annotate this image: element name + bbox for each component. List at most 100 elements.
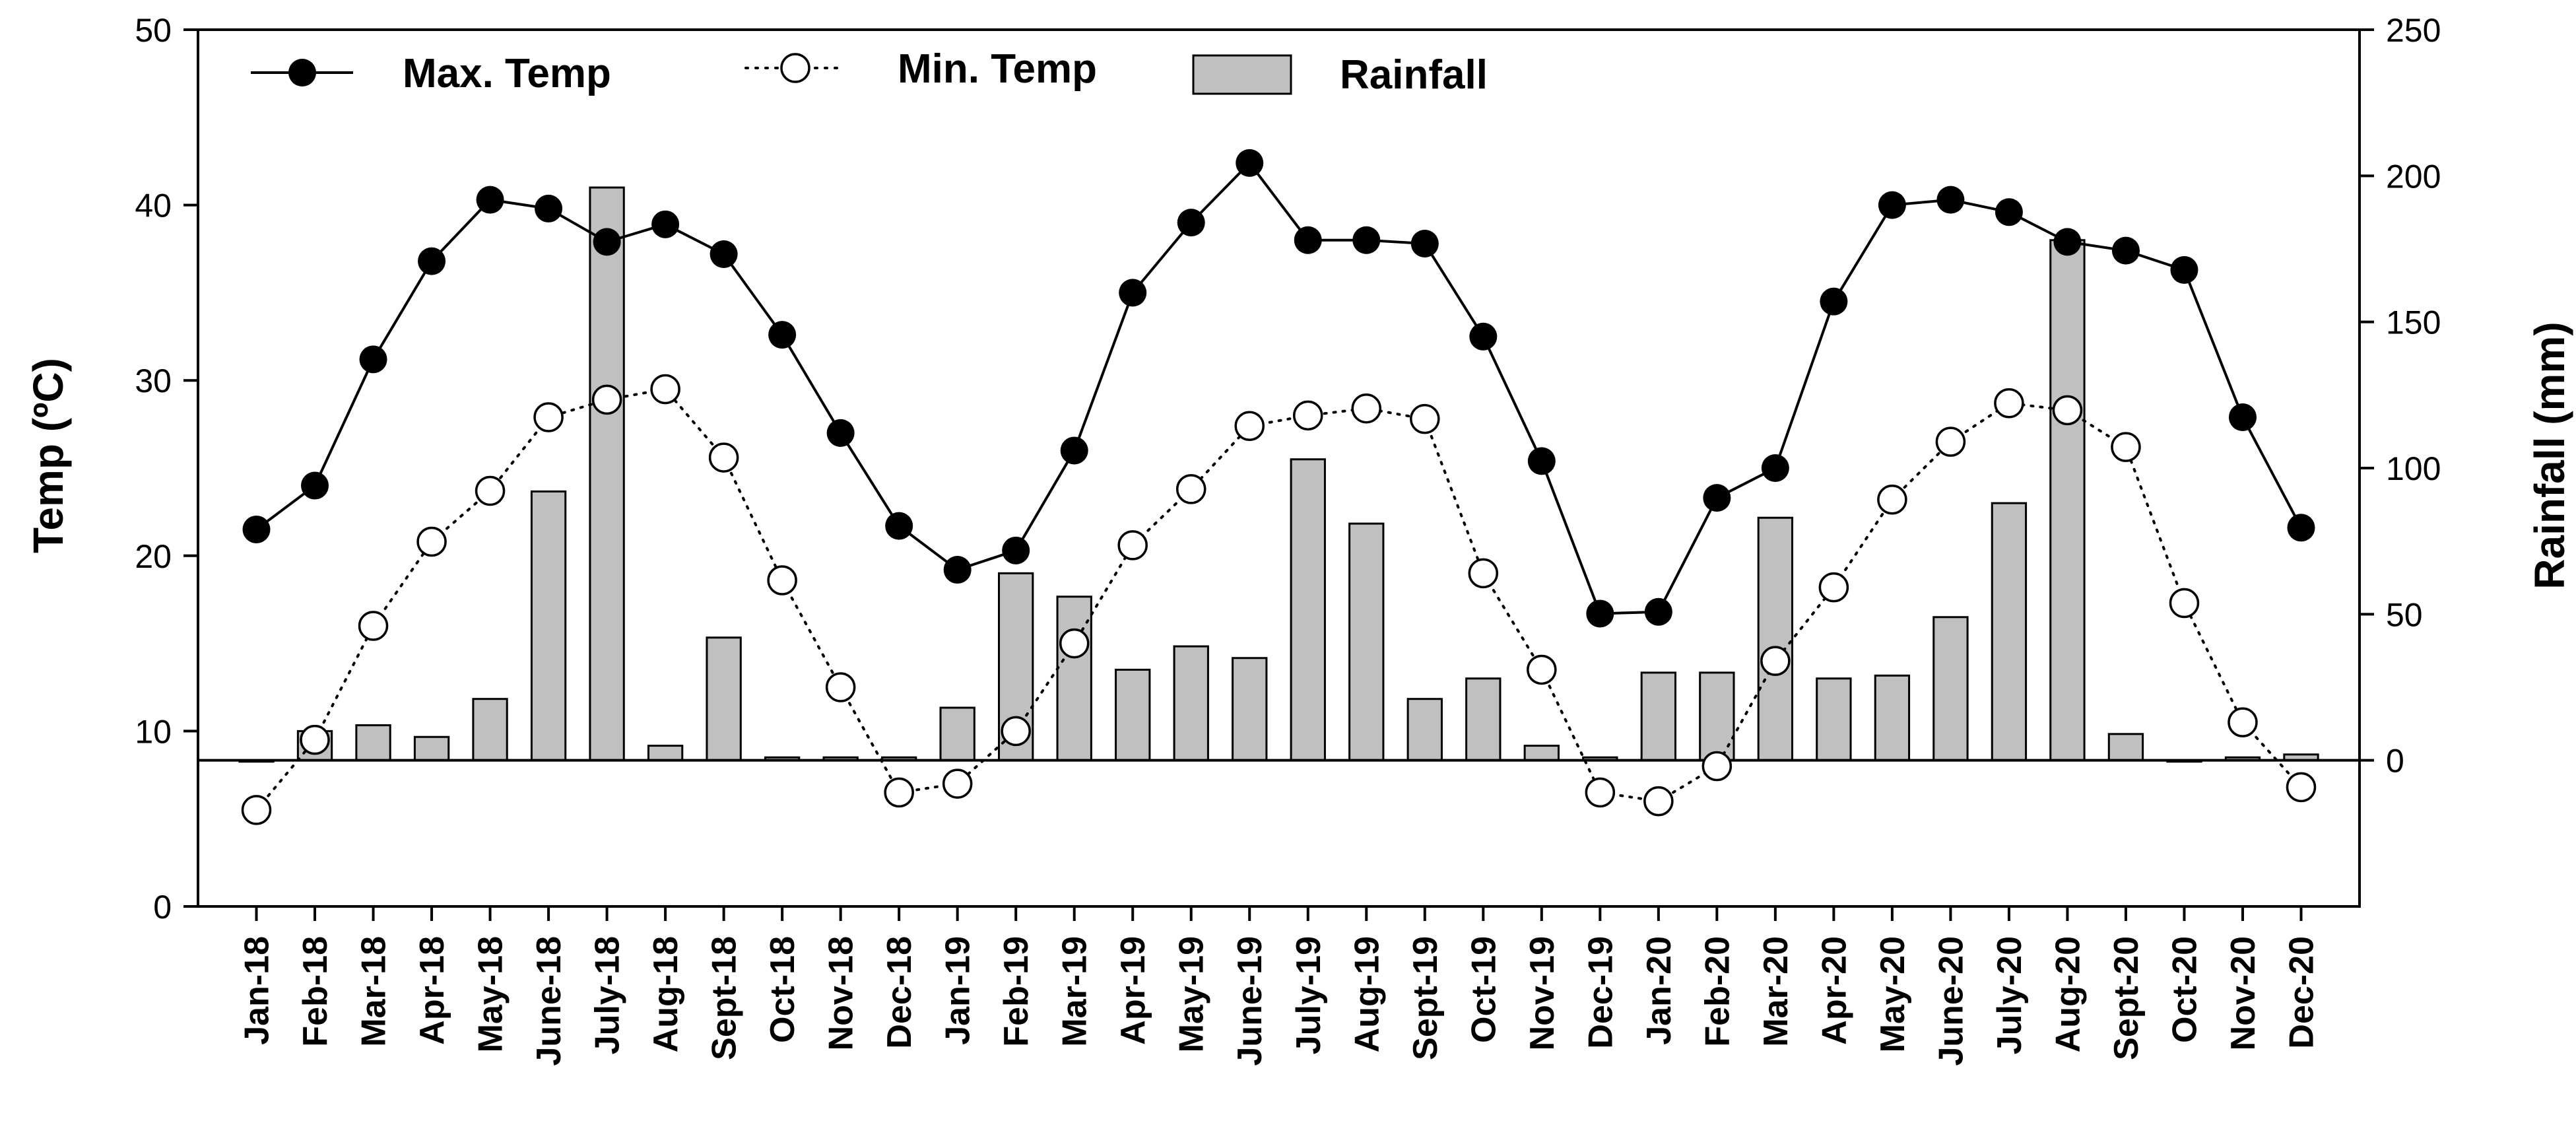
y-tick-label-right: 150 <box>2386 304 2441 341</box>
max-temp-point <box>301 471 329 500</box>
min-temp-point <box>767 565 797 595</box>
min-temp-point <box>2169 588 2200 619</box>
min-temp-point <box>2228 707 2258 737</box>
min-temp-point <box>358 611 389 641</box>
x-tick-label: Oct-19 <box>1465 936 1503 1043</box>
x-tick-label: Aug-20 <box>2049 936 2087 1052</box>
max-temp-point <box>768 321 797 349</box>
y-tick-label-right: 250 <box>2386 12 2441 49</box>
x-tick-label: Jan-18 <box>238 936 277 1045</box>
max-temp-point <box>1410 230 1439 258</box>
max-temp-point <box>1878 191 1906 219</box>
min-temp-point <box>1994 388 2024 419</box>
x-tick-label: Apr-18 <box>413 936 451 1045</box>
x-tick-label: Dec-20 <box>2282 936 2321 1049</box>
y-axis-title-left: Temp (ºC) <box>24 358 72 553</box>
max-temp-point <box>1586 599 1614 628</box>
x-tick-label: Jan-19 <box>939 936 977 1045</box>
min-temp-point <box>2286 772 2317 803</box>
x-tick-label: May-19 <box>1173 936 1211 1052</box>
x-tick-label: Mar-20 <box>1757 936 1795 1047</box>
x-tick-label: Aug-18 <box>647 936 685 1052</box>
rainfall-bar <box>1406 698 1443 762</box>
rainfall-bar <box>1348 522 1385 762</box>
min-temp-point <box>1175 474 1206 504</box>
x-tick-label: Feb-19 <box>997 936 1036 1047</box>
max-temp-point <box>2287 514 2315 542</box>
x-tick-label: July-20 <box>1991 936 2029 1054</box>
legend-rainfall-swatch <box>1192 54 1292 95</box>
legend-label-min-temp: Min. Temp <box>898 46 1097 92</box>
min-temp-point <box>1234 411 1265 442</box>
rainfall-bar <box>1173 645 1209 762</box>
x-tick-label: July-19 <box>1290 936 1328 1054</box>
rainfall-bar <box>1816 677 1852 762</box>
rainfall-bar <box>1115 668 1151 762</box>
min-temp-point <box>1527 654 1557 685</box>
max-temp-point <box>943 556 972 584</box>
x-tick-label: Aug-19 <box>1348 936 1386 1052</box>
max-temp-point <box>593 228 621 256</box>
y-tick-label-left: 40 <box>135 187 172 224</box>
min-temp-point <box>708 442 739 473</box>
min-temp-point <box>1001 716 1031 747</box>
x-tick-label: June-18 <box>530 936 568 1066</box>
min-temp-point <box>1410 403 1440 434</box>
min-temp-point <box>1701 751 1733 782</box>
min-temp-point <box>1818 572 1849 603</box>
legend-min-temp-marker <box>780 53 810 83</box>
min-temp-point <box>1877 485 1907 515</box>
min-temp-point <box>1351 393 1382 424</box>
rainfall-bar <box>1932 616 1969 762</box>
max-temp-point <box>476 186 504 214</box>
max-temp-point <box>1703 484 1731 512</box>
max-temp-point <box>2111 236 2140 265</box>
x-tick-label: May-20 <box>1874 936 1912 1052</box>
y-tick-label-right: 100 <box>2386 450 2441 487</box>
max-temp-point <box>826 419 855 447</box>
plot-frame <box>197 28 2361 908</box>
x-tick-label: Nov-19 <box>1523 936 1562 1050</box>
x-tick-label: Oct-20 <box>2165 936 2204 1043</box>
x-tick-label: June-20 <box>1932 936 1970 1066</box>
x-tick-label: Mar-19 <box>1056 936 1094 1047</box>
x-tick-label: Feb-20 <box>1698 936 1736 1047</box>
rainfall-bar <box>2107 733 2144 762</box>
max-temp-point <box>2228 403 2257 431</box>
rainfall-bar <box>1640 671 1677 762</box>
x-tick-label: Dec-19 <box>1581 936 1620 1049</box>
y-axis-title-right: Rainfall (mm) <box>2526 322 2573 589</box>
max-temp-point <box>1060 436 1088 465</box>
legend-label-max-temp: Max. Temp <box>403 51 611 96</box>
min-temp-point <box>300 724 330 755</box>
min-temp-point <box>825 672 856 702</box>
min-temp-point <box>2052 395 2083 426</box>
min-temp-point <box>942 768 973 799</box>
x-tick-label: Oct-18 <box>764 936 802 1043</box>
max-temp-point <box>1119 279 1147 307</box>
x-tick-label: June-19 <box>1231 936 1269 1066</box>
max-temp-point <box>359 345 387 374</box>
x-tick-label: Feb-18 <box>296 936 335 1047</box>
x-tick-label: Mar-18 <box>355 936 393 1047</box>
rainfall-bar <box>472 698 508 762</box>
max-temp-point <box>1352 226 1381 254</box>
x-tick-label: Dec-18 <box>880 936 919 1049</box>
max-temp-point <box>1761 454 1789 482</box>
y-tick-label-right: 0 <box>2386 743 2404 780</box>
max-temp-point <box>651 210 680 238</box>
max-temp-point <box>1177 209 1205 237</box>
min-temp-point <box>1760 646 1791 676</box>
min-temp-point <box>1059 628 1090 659</box>
min-temp-point <box>591 384 622 415</box>
min-temp-point <box>1935 426 1966 457</box>
legend-max-temp-marker <box>288 59 316 86</box>
y-tick-label-left: 10 <box>135 713 172 750</box>
min-temp-point <box>650 374 680 405</box>
min-temp-point <box>1643 786 1674 817</box>
max-temp-point <box>535 194 563 222</box>
min-temp-point <box>416 526 447 557</box>
legend-label-rainfall: Rainfall <box>1340 52 1488 98</box>
x-tick-label: Jan-20 <box>1640 936 1678 1045</box>
